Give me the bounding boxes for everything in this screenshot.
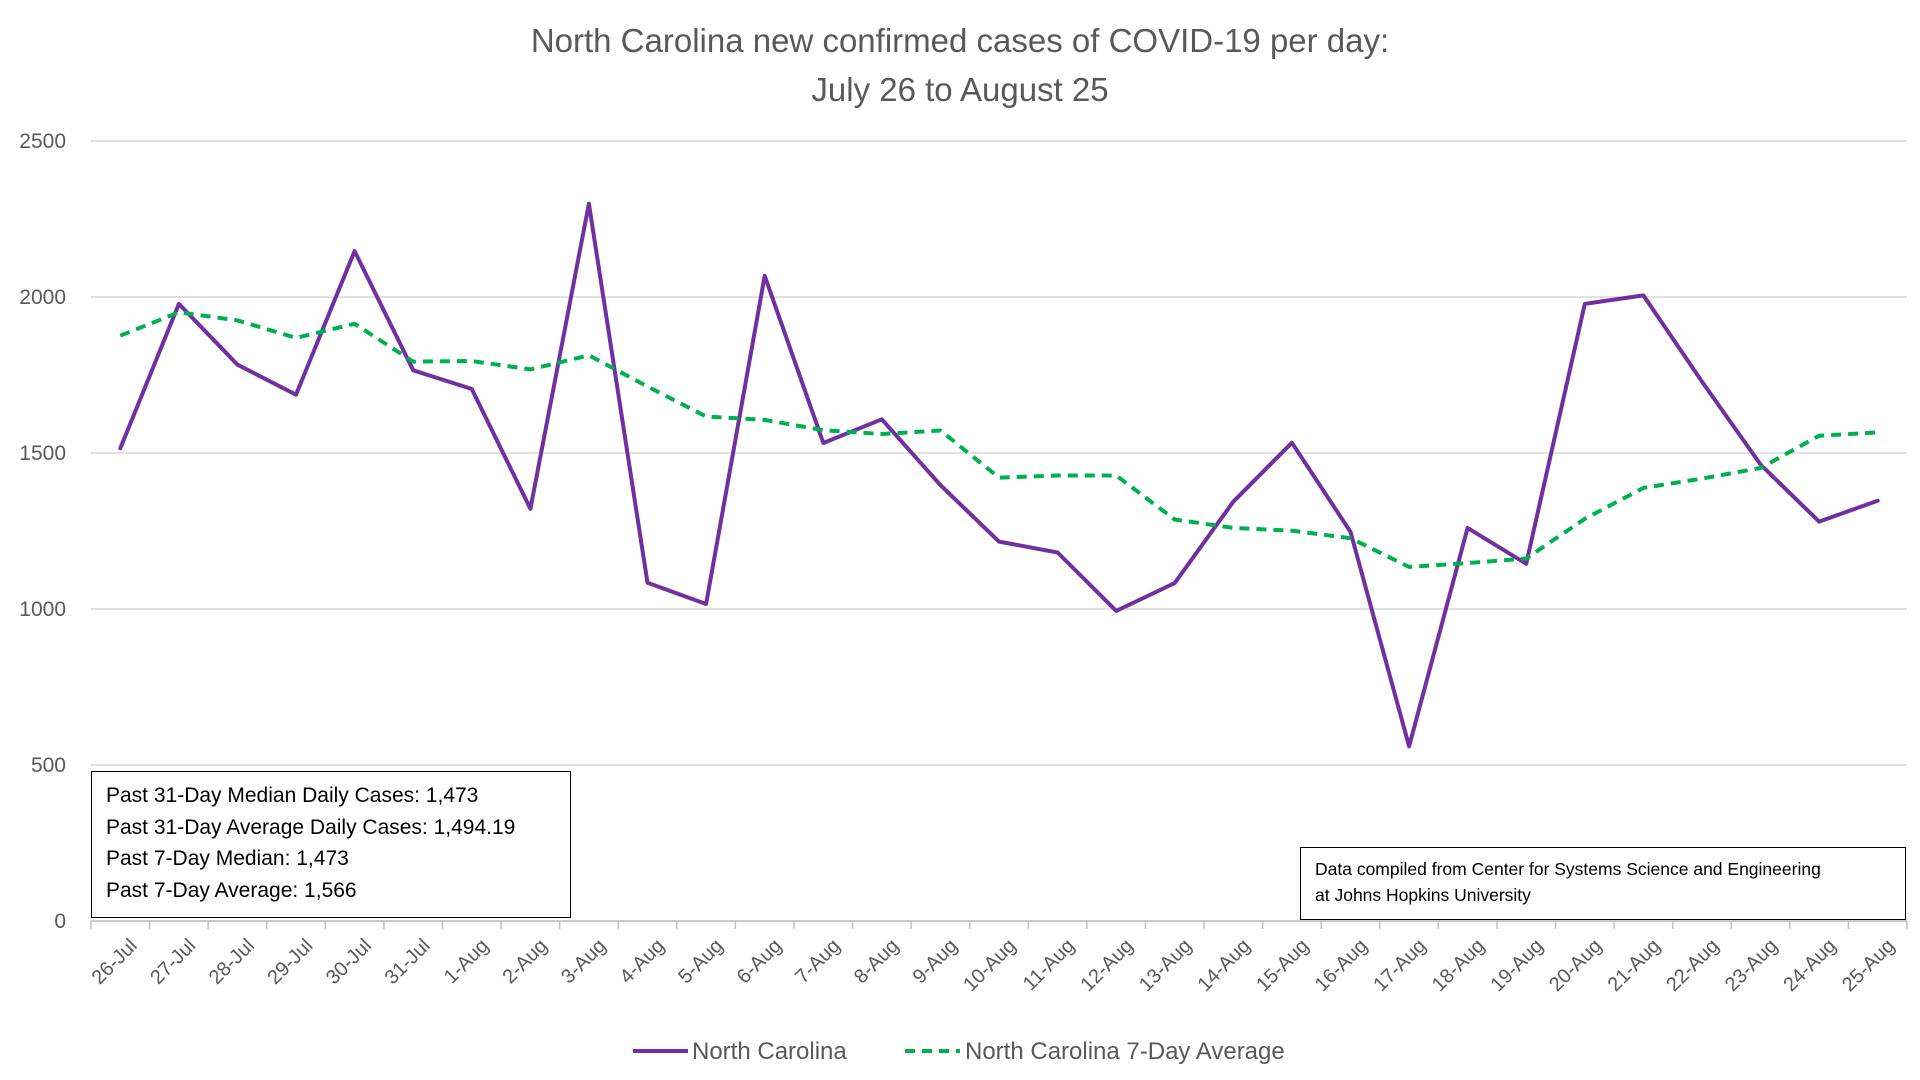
x-axis: 26-Jul 27-Jul 28-Jul 29-Jul 30-Jul 31-Jul 1-Au…	[88, 920, 1908, 996]
y-tick-label: 2500	[19, 130, 66, 153]
chart-subtitle: July 26 to August 25	[811, 71, 1108, 108]
x-tick-label: 15-Aug	[1252, 935, 1313, 996]
chart-title: North Carolina new confirmed cases of CO…	[531, 22, 1389, 59]
x-tick-label: 8-Aug	[850, 935, 903, 988]
source-line-2: at Johns Hopkins University	[1315, 885, 1531, 905]
x-tick-label: 13-Aug	[1135, 935, 1196, 996]
stats-7day-average: Past 7-Day Average: 1,566	[106, 878, 357, 902]
x-tick-label: 7-Aug	[791, 935, 844, 988]
y-tick-label: 2000	[19, 286, 66, 309]
x-tick-label: 10-Aug	[959, 935, 1020, 996]
data-source-note: Data compiled from Center for Systems Sc…	[1300, 847, 1906, 920]
x-tick-label: 16-Aug	[1311, 935, 1372, 996]
x-tick-label: 24-Aug	[1779, 935, 1840, 996]
series-line-7-day-average	[119, 310, 1878, 569]
x-tick-label: 19-Aug	[1486, 935, 1547, 996]
x-tick-label: 2-Aug	[498, 935, 551, 988]
x-tick-label: 1-Aug	[440, 935, 493, 988]
y-tick-label: 1500	[19, 442, 66, 465]
legend: North Carolina North Carolina 7-Day Avera…	[633, 1038, 1285, 1065]
legend-label: North Carolina	[692, 1038, 847, 1065]
x-tick-label: 30-Jul	[322, 935, 376, 989]
x-tick-label: 28-Jul	[205, 935, 259, 989]
x-tick-label: 27-Jul	[146, 935, 200, 989]
stats-31day-median: Past 31-Day Median Daily Cases: 1,473	[106, 784, 479, 807]
x-tick-label: 5-Aug	[674, 935, 727, 988]
stats-31day-average: Past 31-Day Average Daily Cases: 1,494.1…	[106, 815, 516, 839]
x-tick-label: 9-Aug	[909, 935, 962, 988]
y-tick-label: 500	[31, 754, 66, 777]
x-tick-label: 21-Aug	[1604, 935, 1665, 996]
x-tick-label: 3-Aug	[557, 935, 610, 988]
y-tick-label: 0	[54, 910, 66, 933]
x-tick-label: 29-Jul	[263, 935, 317, 989]
series-lines	[118, 201, 1880, 749]
stats-7day-median: Past 7-Day Median: 1,473	[106, 847, 349, 870]
x-tick-label: 17-Aug	[1369, 935, 1430, 996]
x-tick-label: 18-Aug	[1428, 935, 1489, 996]
x-tick-label: 26-Jul	[88, 935, 142, 989]
legend-label: North Carolina 7-Day Average	[965, 1038, 1285, 1065]
y-axis-ticks: 0 500 1000 1500 2000 2500	[19, 130, 66, 933]
y-tick-label: 1000	[19, 598, 66, 621]
x-tick-label: 25-Aug	[1838, 935, 1899, 996]
x-tick-label: 31-Jul	[381, 935, 435, 989]
x-tick-label: 6-Aug	[733, 935, 786, 988]
x-tick-label: 4-Aug	[616, 935, 669, 988]
x-tick-label: 23-Aug	[1721, 935, 1782, 996]
x-tick-label: 14-Aug	[1194, 935, 1255, 996]
x-tick-label: 22-Aug	[1662, 935, 1723, 996]
x-tick-label: 11-Aug	[1019, 935, 1079, 995]
x-tick-label: 20-Aug	[1545, 935, 1606, 996]
source-line-1: Data compiled from Center for Systems Sc…	[1315, 859, 1821, 879]
series-line-north-carolina	[118, 201, 1880, 749]
summary-stats-box: Past 31-Day Median Daily Cases: 1,473 Pa…	[91, 771, 571, 918]
x-tick-label: 12-Aug	[1076, 935, 1137, 996]
